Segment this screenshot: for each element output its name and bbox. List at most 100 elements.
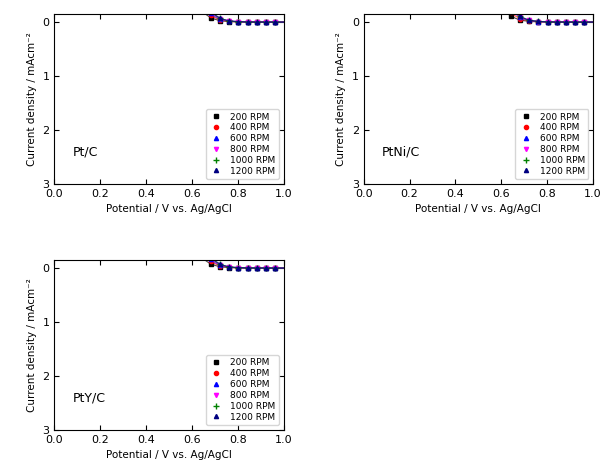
400 RPM (263, 265, 270, 271)
800 RPM (180, 183, 187, 189)
1200 RPM (544, 19, 551, 25)
400 RPM (97, 187, 104, 192)
600 RPM (526, 18, 533, 23)
800 RPM (235, 265, 242, 270)
1200 RPM (51, 130, 58, 135)
200 RPM (97, 218, 104, 223)
600 RPM (517, 14, 524, 20)
1200 RPM (553, 19, 560, 25)
400 RPM (507, 9, 514, 15)
1000 RPM (553, 19, 560, 25)
1200 RPM (272, 265, 279, 271)
400 RPM (535, 19, 542, 24)
1000 RPM (115, 141, 122, 147)
400 RPM (180, 207, 187, 213)
800 RPM (526, 18, 533, 23)
1200 RPM (60, 130, 67, 135)
1200 RPM (253, 265, 260, 271)
1000 RPM (207, 8, 214, 14)
Line: 600 RPM: 600 RPM (53, 0, 277, 24)
200 RPM (544, 19, 551, 25)
1200 RPM (244, 19, 251, 25)
800 RPM (198, 239, 205, 245)
Line: 800 RPM: 800 RPM (362, 0, 587, 24)
1200 RPM (134, 131, 141, 136)
600 RPM (253, 19, 260, 25)
600 RPM (244, 265, 251, 271)
200 RPM (207, 15, 214, 21)
400 RPM (207, 258, 214, 264)
800 RPM (217, 16, 224, 21)
1000 RPM (217, 262, 224, 267)
600 RPM (207, 256, 214, 262)
Line: 1200 RPM: 1200 RPM (362, 0, 587, 24)
1000 RPM (69, 141, 76, 147)
800 RPM (517, 14, 524, 20)
1000 RPM (544, 19, 551, 25)
800 RPM (106, 155, 113, 160)
400 RPM (207, 12, 214, 18)
600 RPM (563, 19, 570, 25)
1000 RPM (253, 19, 260, 25)
200 RPM (207, 261, 214, 267)
1000 RPM (581, 19, 588, 25)
Line: 800 RPM: 800 RPM (53, 155, 277, 270)
200 RPM (272, 265, 279, 271)
1200 RPM (244, 265, 251, 271)
600 RPM (253, 265, 260, 271)
1200 RPM (152, 132, 159, 138)
800 RPM (161, 159, 168, 164)
200 RPM (152, 219, 159, 224)
800 RPM (207, 9, 214, 14)
400 RPM (263, 19, 270, 25)
1200 RPM (161, 135, 168, 141)
600 RPM (507, 6, 514, 11)
1200 RPM (263, 265, 270, 271)
1000 RPM (79, 141, 86, 147)
800 RPM (244, 19, 251, 25)
800 RPM (88, 155, 95, 160)
200 RPM (180, 230, 187, 236)
800 RPM (544, 19, 551, 25)
800 RPM (60, 154, 67, 160)
200 RPM (198, 7, 205, 13)
1000 RPM (171, 154, 178, 159)
1200 RPM (526, 17, 533, 23)
400 RPM (106, 187, 113, 192)
200 RPM (115, 218, 122, 223)
1000 RPM (507, 3, 514, 8)
1200 RPM (106, 130, 113, 136)
Line: 600 RPM: 600 RPM (53, 166, 277, 270)
Text: PtNi/C: PtNi/C (382, 145, 420, 158)
1000 RPM (572, 19, 579, 25)
600 RPM (581, 19, 588, 25)
1000 RPM (563, 19, 570, 25)
800 RPM (134, 155, 141, 161)
1200 RPM (115, 130, 122, 136)
200 RPM (253, 19, 260, 25)
200 RPM (106, 218, 113, 223)
1000 RPM (207, 254, 214, 260)
1200 RPM (207, 253, 214, 259)
1000 RPM (235, 19, 242, 24)
200 RPM (517, 17, 524, 23)
200 RPM (498, 4, 505, 10)
Legend: 200 RPM, 400 RPM, 600 RPM, 800 RPM, 1000 RPM, 1200 RPM: 200 RPM, 400 RPM, 600 RPM, 800 RPM, 1000… (515, 109, 589, 179)
600 RPM (171, 176, 178, 181)
Line: 200 RPM: 200 RPM (53, 0, 277, 24)
800 RPM (272, 265, 279, 271)
400 RPM (581, 19, 588, 25)
400 RPM (134, 187, 141, 193)
800 RPM (189, 212, 196, 217)
600 RPM (180, 191, 187, 197)
800 RPM (115, 155, 122, 160)
800 RPM (572, 19, 579, 25)
X-axis label: Potential / V vs. Ag/AgCl: Potential / V vs. Ag/AgCl (416, 204, 541, 214)
600 RPM (226, 18, 233, 24)
600 RPM (263, 19, 270, 25)
400 RPM (235, 19, 242, 25)
600 RPM (51, 165, 58, 170)
1000 RPM (217, 15, 224, 21)
1000 RPM (88, 141, 95, 147)
1000 RPM (60, 141, 67, 146)
